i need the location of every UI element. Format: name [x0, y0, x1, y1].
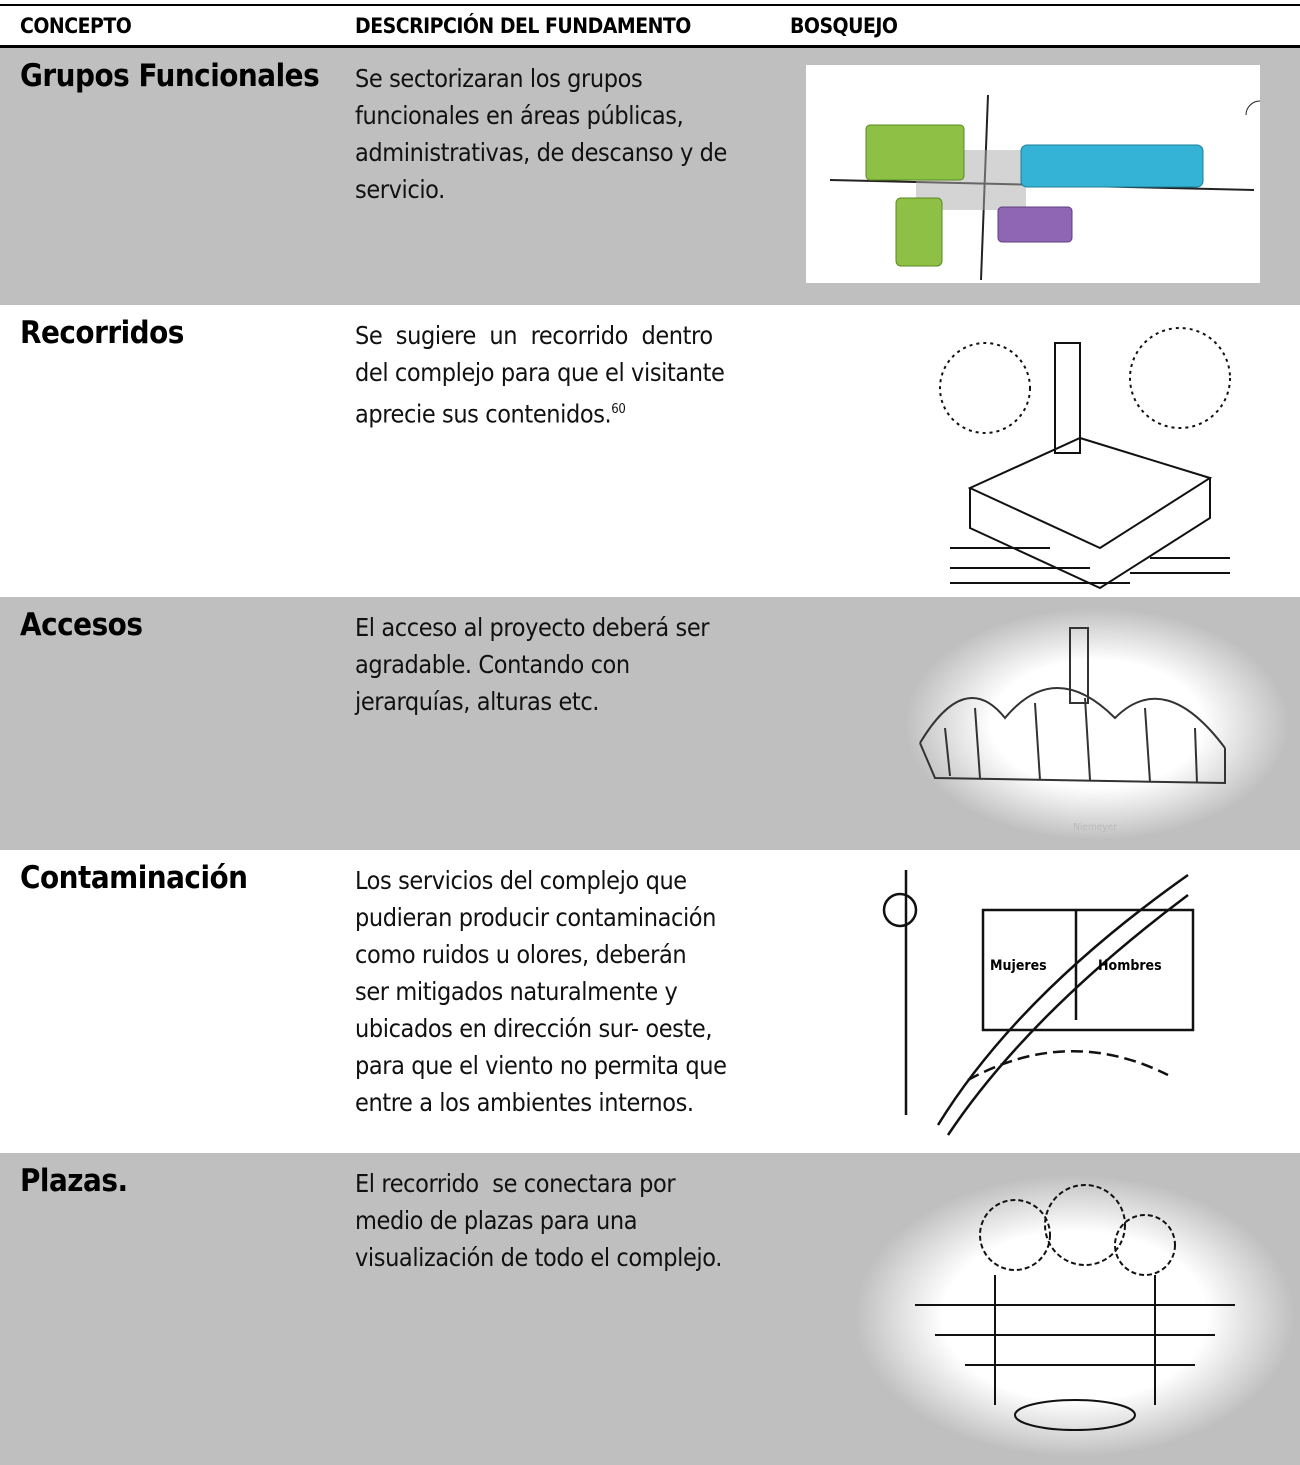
sketch-label: Hombres: [1098, 958, 1162, 974]
description-line: ubicados en dirección sur- oeste,: [355, 1014, 713, 1043]
description-cell: Se sectorizaran los grupos funcionales en…: [355, 60, 727, 208]
concept-cell: Grupos Funcionales: [20, 58, 320, 94]
header-cell: DESCRIPCIÓN DEL FUNDAMENTO: [355, 14, 691, 38]
header-rule: [0, 45, 1300, 48]
header-cell: CONCEPTO: [20, 14, 132, 38]
description-line: para que el viento no permita que: [355, 1051, 727, 1080]
description-line: del complejo para que el visitante: [355, 358, 725, 387]
sketch-contamination: Mujeres Hombres: [868, 855, 1205, 1140]
footnote: 60: [611, 402, 626, 417]
description-line: Se sugiere un recorrido dentro: [355, 321, 713, 350]
description-cell: Los servicios del complejo que pudieran p…: [355, 862, 727, 1121]
description-cell: El recorrido se conectara por medio de pl…: [355, 1165, 722, 1276]
description-line: El acceso al proyecto deberá ser: [355, 613, 710, 642]
sketch-access: Niemeyer: [905, 608, 1289, 840]
description-line: administrativas, de descanso y de: [355, 138, 727, 167]
description-line: servicio.: [355, 175, 445, 204]
description-cell: Se sugiere un recorrido dentro del comple…: [355, 317, 725, 432]
table-row: Recorridos Se sugiere un recorrido dentro…: [0, 305, 1300, 597]
description-line: Los servicios del complejo que: [355, 866, 687, 895]
description-line: Se sectorizaran los grupos: [355, 64, 643, 93]
description-line: como ruidos u olores, deberán: [355, 940, 687, 969]
sketch-plazas: [855, 1175, 1295, 1457]
sketch-functional-groups: [806, 65, 1260, 283]
sketch-route: [939, 327, 1231, 590]
description-line: visualización de todo el complejo.: [355, 1243, 722, 1272]
concept-cell: Plazas.: [20, 1163, 128, 1199]
sketch-label: Mujeres: [990, 958, 1047, 974]
concept-cell: Contaminación: [20, 860, 248, 896]
description-line: El recorrido se conectara por: [355, 1169, 676, 1198]
top-rule: [0, 4, 1300, 6]
description-cell: El acceso al proyecto deberá ser agradabl…: [355, 609, 710, 720]
description-line: agradable. Contando con: [355, 650, 630, 679]
concept-cell: Accesos: [20, 607, 143, 643]
concept-cell: Recorridos: [20, 315, 184, 351]
description-line: pudieran producir contaminación: [355, 903, 717, 932]
description-line: entre a los ambientes internos.: [355, 1088, 694, 1117]
header-cell: BOSQUEJO: [790, 14, 898, 38]
description-line: funcionales en áreas públicas,: [355, 101, 684, 130]
description-line: jerarquías, alturas etc.: [355, 687, 600, 716]
description-line: medio de plazas para una: [355, 1206, 638, 1235]
table-row: Contaminación Los servicios del complejo …: [0, 850, 1300, 1153]
description-line: ser mitigados naturalmente y: [355, 977, 678, 1006]
description-line: aprecie sus contenidos.60: [355, 399, 626, 429]
sketch-credit: Niemeyer: [1073, 822, 1117, 833]
